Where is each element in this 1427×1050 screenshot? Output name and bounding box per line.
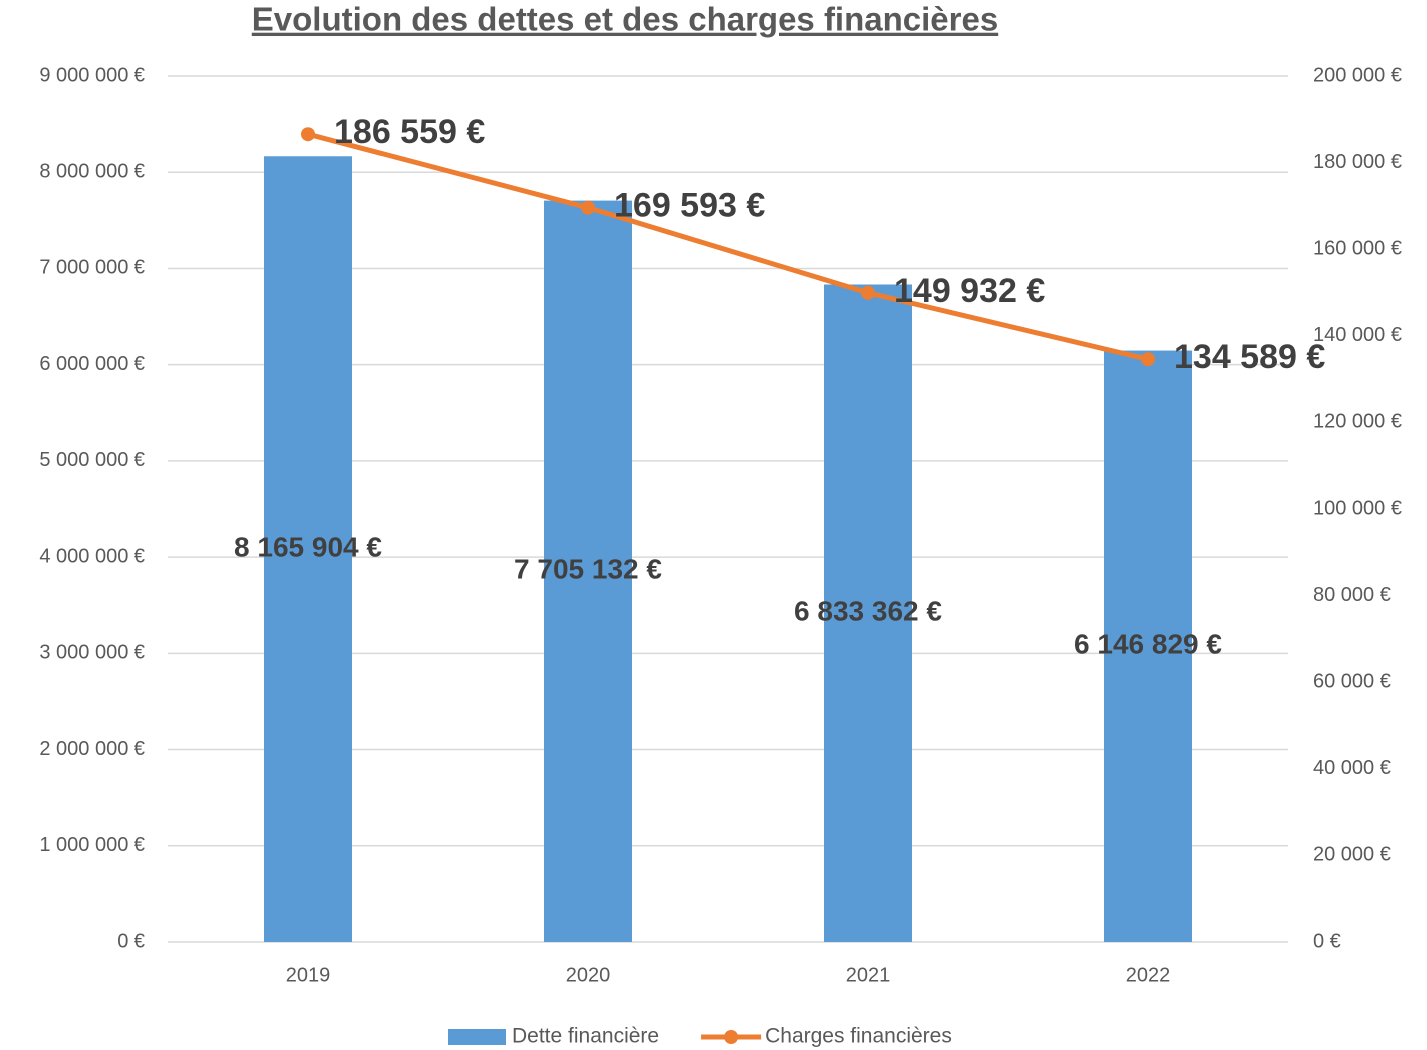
line-value-label: 186 559 € [334, 113, 485, 151]
bar-value-label: 6 833 362 € [794, 596, 942, 627]
y2-tick-label: 20 000 € [1313, 844, 1391, 866]
y2-tick-label: 140 000 € [1313, 324, 1402, 346]
x-tick-label: 2021 [846, 964, 891, 986]
y2-tick-label: 60 000 € [1313, 670, 1391, 692]
legend-label: Charges financières [765, 1025, 952, 1048]
y2-tick-label: 80 000 € [1313, 584, 1391, 606]
chart-title: Evolution des dettes et des charges fina… [252, 1, 998, 38]
y2-tick-label: 160 000 € [1313, 237, 1402, 259]
x-tick-label: 2019 [286, 964, 331, 986]
x-tick-label: 2020 [566, 964, 611, 986]
legend-swatch [448, 1029, 506, 1045]
y-tick-label: 0 € [117, 930, 145, 952]
bar [264, 156, 352, 943]
bar [1104, 350, 1192, 942]
y2-tick-label: 200 000 € [1313, 64, 1402, 86]
y-tick-label: 1 000 000 € [39, 834, 145, 856]
line-value-label: 149 932 € [894, 272, 1045, 310]
y-tick-label: 9 000 000 € [39, 64, 145, 86]
line [307, 131, 1149, 362]
line-marker [581, 200, 595, 215]
y2-tick-label: 40 000 € [1313, 757, 1391, 779]
legend-marker [724, 1030, 739, 1044]
y-tick-label: 6 000 000 € [39, 353, 145, 375]
line-marker [301, 127, 315, 142]
y2-tick-label: 180 000 € [1313, 151, 1402, 173]
y-tick-label: 4 000 000 € [39, 545, 145, 567]
line-value-label: 134 589 € [1174, 338, 1325, 376]
y2-tick-label: 120 000 € [1313, 411, 1402, 433]
line-marker [1141, 352, 1155, 367]
y-tick-label: 7 000 000 € [39, 257, 145, 279]
y-tick-label: 3 000 000 € [39, 642, 145, 664]
x-tick-label: 2022 [1126, 964, 1171, 986]
bar [544, 200, 632, 942]
y2-tick-label: 100 000 € [1313, 497, 1402, 519]
y2-tick-label: 0 € [1313, 930, 1341, 952]
bar-value-label: 6 146 829 € [1074, 629, 1222, 660]
bar [824, 284, 912, 942]
y-tick-label: 2 000 000 € [39, 738, 145, 760]
bar-value-label: 8 165 904 € [234, 532, 382, 563]
legend-label: Dette financière [512, 1025, 659, 1048]
line-value-label: 169 593 € [614, 187, 765, 225]
y-tick-label: 5 000 000 € [39, 449, 145, 471]
bar-value-label: 7 705 132 € [514, 554, 662, 585]
y-tick-label: 8 000 000 € [39, 161, 145, 183]
line-marker [861, 285, 875, 300]
